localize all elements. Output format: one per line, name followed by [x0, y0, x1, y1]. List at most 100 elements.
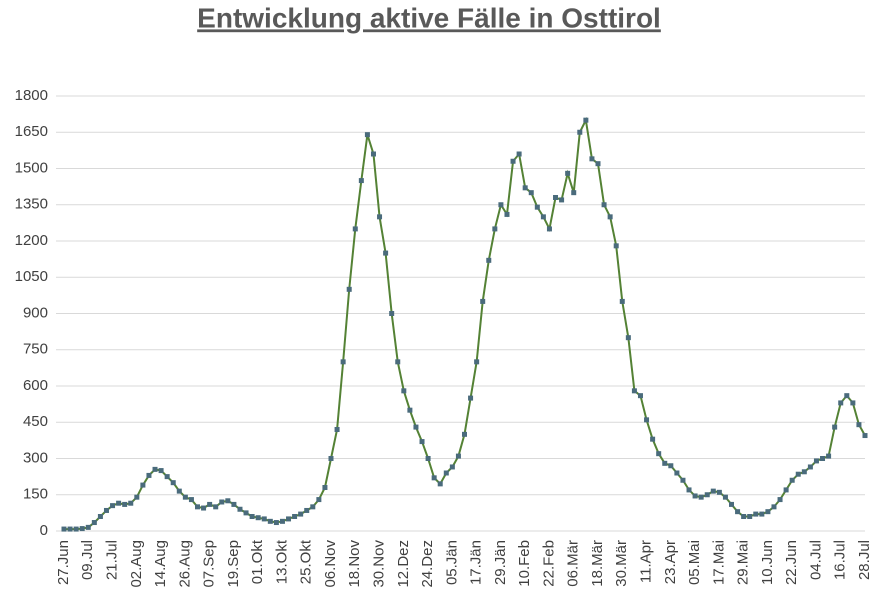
x-tick-label: 18.Mär [589, 540, 606, 587]
x-tick-label: 06.Nov [322, 540, 339, 588]
marker [298, 511, 304, 517]
marker [425, 456, 431, 461]
marker [492, 226, 498, 232]
x-tick-label: 16.Jul [832, 540, 849, 580]
marker [213, 504, 219, 510]
y-tick-label: 750 [23, 341, 48, 358]
marker [249, 514, 255, 519]
marker [340, 359, 346, 365]
marker [595, 161, 601, 167]
x-tick-label: 05.Jän [443, 540, 460, 585]
marker [370, 151, 376, 157]
marker [710, 488, 716, 494]
marker [219, 499, 225, 505]
marker [686, 487, 692, 493]
x-tick-label: 22.Feb [540, 540, 557, 587]
x-tick-label: 13.Okt [273, 539, 290, 584]
marker [674, 470, 680, 476]
y-tick-label: 1650 [15, 123, 48, 140]
marker [735, 509, 741, 515]
marker [267, 518, 273, 524]
x-tick-label: 01.Okt [249, 539, 266, 584]
x-tick-label: 25.Okt [298, 539, 315, 584]
marker [546, 226, 552, 232]
x-tick-label: 26.Aug [176, 540, 193, 588]
marker [134, 494, 140, 500]
marker [486, 257, 492, 263]
marker [474, 359, 480, 365]
marker [553, 195, 559, 200]
marker [650, 436, 656, 442]
marker [279, 518, 285, 524]
marker [110, 503, 116, 509]
x-tick-label: 27.Jun [55, 540, 72, 585]
marker [310, 504, 316, 510]
line [64, 116, 866, 531]
marker [316, 497, 322, 503]
marker [401, 388, 407, 394]
x-tick-label: 02.Aug [128, 540, 145, 588]
marker [334, 427, 340, 432]
marker [413, 424, 419, 430]
marker [498, 202, 504, 208]
marker [188, 497, 194, 503]
marker [395, 359, 401, 365]
marker [753, 511, 759, 517]
x-tick-label: 11.Apr [638, 540, 655, 583]
x-tick-label: 29.Jän [492, 540, 509, 585]
marker [644, 417, 650, 423]
marker [73, 526, 79, 532]
marker [504, 211, 510, 217]
x-tick-label: 28.Jul [856, 540, 873, 580]
marker [613, 243, 619, 249]
marker [389, 311, 395, 316]
marker [783, 487, 789, 493]
marker [67, 526, 73, 532]
marker [540, 214, 546, 220]
marker [195, 504, 200, 510]
marker [747, 514, 753, 519]
marker [510, 158, 516, 164]
marker [364, 132, 370, 138]
marker [152, 466, 158, 472]
marker [419, 439, 425, 445]
x-tick-label: 19.Sep [225, 540, 242, 588]
marker [631, 388, 637, 394]
marker [698, 494, 704, 500]
x-tick-label: 30.Nov [371, 540, 388, 588]
marker [79, 526, 85, 532]
marker [607, 214, 613, 220]
marker [358, 178, 364, 184]
marker [741, 514, 747, 519]
y-tick-label: 0 [40, 522, 48, 539]
x-tick-label: 21.Jul [104, 540, 121, 580]
y-tick-label: 600 [23, 377, 48, 394]
marker [273, 520, 279, 526]
x-tick-label: 07.Sep [201, 540, 218, 588]
marker [589, 156, 595, 162]
marker [286, 516, 292, 522]
marker [862, 433, 868, 439]
marker [170, 480, 176, 486]
x-tick-label: 24.Dez [419, 540, 436, 588]
marker [716, 489, 722, 495]
marker [680, 477, 686, 483]
marker [583, 117, 589, 123]
marker [292, 514, 298, 519]
marker [97, 514, 103, 519]
y-tick-label: 150 [23, 486, 48, 503]
marker [261, 516, 267, 522]
marker [601, 202, 607, 208]
marker [61, 526, 67, 532]
marker [85, 524, 91, 530]
marker [516, 151, 522, 157]
marker [146, 472, 152, 478]
marker [176, 488, 182, 494]
marker [807, 464, 813, 470]
x-tick-label: 05.Mai [686, 540, 703, 585]
marker [449, 464, 455, 470]
chart-title: Entwicklung aktive Fälle in Osttirol [197, 2, 661, 33]
x-tick-label: 29.Mai [735, 540, 752, 585]
y-tick-label: 900 [23, 304, 48, 321]
